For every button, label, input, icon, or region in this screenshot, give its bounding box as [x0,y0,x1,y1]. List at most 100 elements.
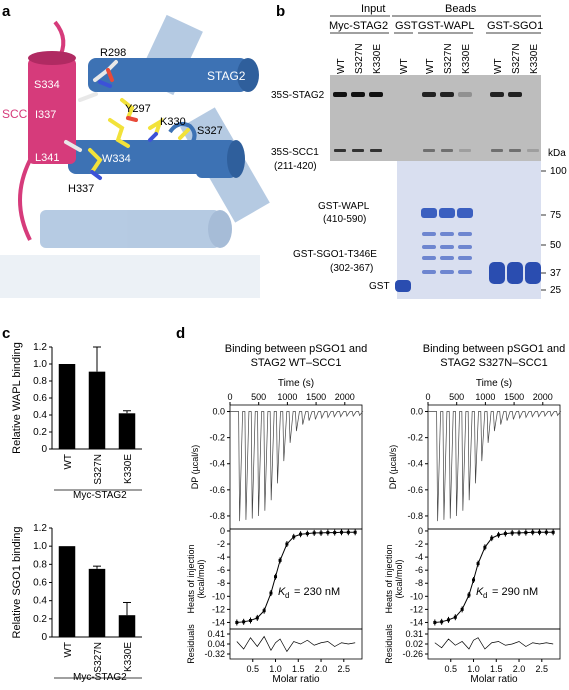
x-tick-label: S327N [93,642,104,673]
residue-label-h337: H337 [68,183,94,195]
y-tick-label: 1.0 [33,541,47,552]
degradation-band [440,232,454,236]
dp-tick-label: -0.2 [407,433,423,443]
stag2-band [508,92,522,97]
time-tick-label: 1500 [306,392,326,402]
label-gst-sgo1: GST-SGO1-T346E [293,249,377,260]
stag2-band [369,92,383,97]
isotherm-point [503,532,507,536]
kda-label: kDa [548,148,566,159]
degradation-band [422,270,436,274]
isotherm-point [453,615,457,619]
isotherm-point [353,530,357,534]
gst-band [395,280,411,292]
degradation-band [458,256,472,260]
label-gst: GST [369,281,390,292]
scc1-band [491,149,503,152]
molar-tick-label: 1.5 [490,664,503,674]
residual-trace [434,637,554,650]
isotherm-point [497,533,501,537]
time-tick-label: 500 [251,392,266,402]
isotherm-point [483,545,487,549]
molar-axis-label: Molar ratio [470,674,518,685]
isotherm-point [262,609,266,613]
scc1-band [459,149,471,152]
molar-tick-label: 2.5 [536,664,549,674]
stag2-band [422,92,436,97]
gst-wapl-band [457,208,473,218]
isotherm-fit [434,531,554,623]
isotherm-point [433,620,437,624]
isotherm-point [490,536,494,540]
lane-label: WT [425,58,436,74]
kda-marker-label: 75 [550,210,562,221]
x-tick-label: WT [63,454,74,470]
time-axis-label: Time (s) [476,378,512,389]
panel-a-letter: a [2,3,11,20]
scc1-band [441,149,453,152]
residual-tick-label: 0.41 [207,629,225,639]
residual-tick-label: -0.26 [402,649,423,659]
panel-a: a [0,3,270,298]
dp-tick-label: -0.2 [209,433,225,443]
residue-label-r298: R298 [100,47,126,59]
isotherm-point [446,618,450,622]
time-tick-label: 500 [449,392,464,402]
y-tick-label: 1.0 [33,359,47,370]
heats-axis-label: Heats of injection [384,544,394,613]
residual-tick-label: 0.02 [405,639,423,649]
panel-c: c 0 0.2 0.4 0.6 0.8 1.0 1.2 Relative WAPL bindi… [2,325,142,683]
bar [88,568,106,637]
y-axis-label: Relative WAPL binding [11,342,23,454]
heats-axis-unit: (kcal/mol) [196,559,206,598]
panel-d-letter: d [176,325,185,342]
x-tick-label: S327N [93,454,104,485]
bar [58,546,76,637]
isotherm-point [299,532,303,536]
kda-marker-label: 50 [550,240,562,251]
beads-header: Beads [445,3,477,15]
y-tick-label: 0.4 [33,596,47,607]
heat-tick-label: -8 [217,578,225,588]
time-tick-label: 1500 [504,392,524,402]
molar-tick-label: 1.5 [292,664,305,674]
isotherm-point [248,619,252,623]
isotherm-point [538,530,542,534]
lane-label: S327N [354,43,365,74]
molar-tick-label: 1.0 [269,664,282,674]
isotherm-point [551,530,555,534]
degradation-band [422,232,436,236]
isotherm-point [255,616,259,620]
isotherm-frame [229,528,363,630]
gst-sgo1-band [525,262,541,284]
itc-chart-wt: Binding between pSGO1 and STAG2 WT–SCC1 Ti… [186,343,367,685]
kd-value: = 230 nM [294,586,340,598]
itc-title-line1: Binding between pSGO1 and [225,343,368,355]
molar-tick-label: 2.0 [513,664,526,674]
itc-title-line2: STAG2 WT–SCC1 [251,357,342,369]
lane-label: WT [336,58,347,74]
thermogram-trace [230,411,364,522]
y-tick-label: 0.2 [33,427,47,438]
isotherm-point [235,620,239,624]
molar-tick-label: 2.5 [338,664,351,674]
isotherm-point [274,575,278,579]
scc1-band [509,149,521,152]
kda-marker-label: 37 [550,268,562,279]
myc-stag2-label-2: Myc-STAG2 [73,672,127,683]
coomassie-gel [395,161,541,299]
residue-label-k330: K330 [160,116,186,128]
kd-label: K [476,586,484,598]
scc1-band [527,149,539,152]
isotherm-fit [236,531,356,623]
dp-tick-label: -0.4 [209,459,225,469]
label-35s-scc1: 35S-SCC1 [271,147,319,158]
isotherm-frame [427,528,561,630]
label-gst-sgo1-range: (302-367) [330,263,373,274]
kd-subscript: d [483,591,487,600]
isotherm-point [460,607,464,611]
dp-tick-label: 0.0 [212,407,225,417]
stag2-band [351,92,365,97]
heat-tick-label: -6 [415,565,423,575]
isotherm-point [531,530,535,534]
